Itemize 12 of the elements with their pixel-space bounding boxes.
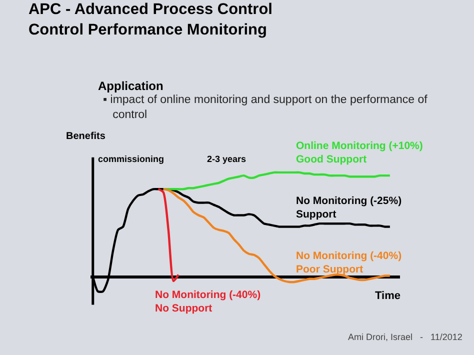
series-label: No Monitoring (-25%) Support: [296, 195, 402, 221]
text: Ami Drori, Israel - 11/2012: [348, 332, 462, 342]
x-axis-title: Time: [375, 290, 400, 302]
series-label: No Monitoring (-40%) No Support: [155, 289, 261, 315]
text: 2-3 years: [207, 154, 246, 164]
series-label: Online Monitoring (+10%) Good Support: [296, 140, 423, 166]
text: ▪ impact of online monitoring and support on the performance of control: [103, 94, 428, 121]
series-label: No Monitoring (-40%) Poor Support: [296, 250, 402, 276]
chart-title: APC - Advanced Process Control Control Performance Monitoring: [28, 1, 272, 38]
y-axis-title: Benefits: [66, 131, 106, 142]
text: commissioning: [98, 154, 164, 164]
text: Application: [98, 79, 164, 93]
